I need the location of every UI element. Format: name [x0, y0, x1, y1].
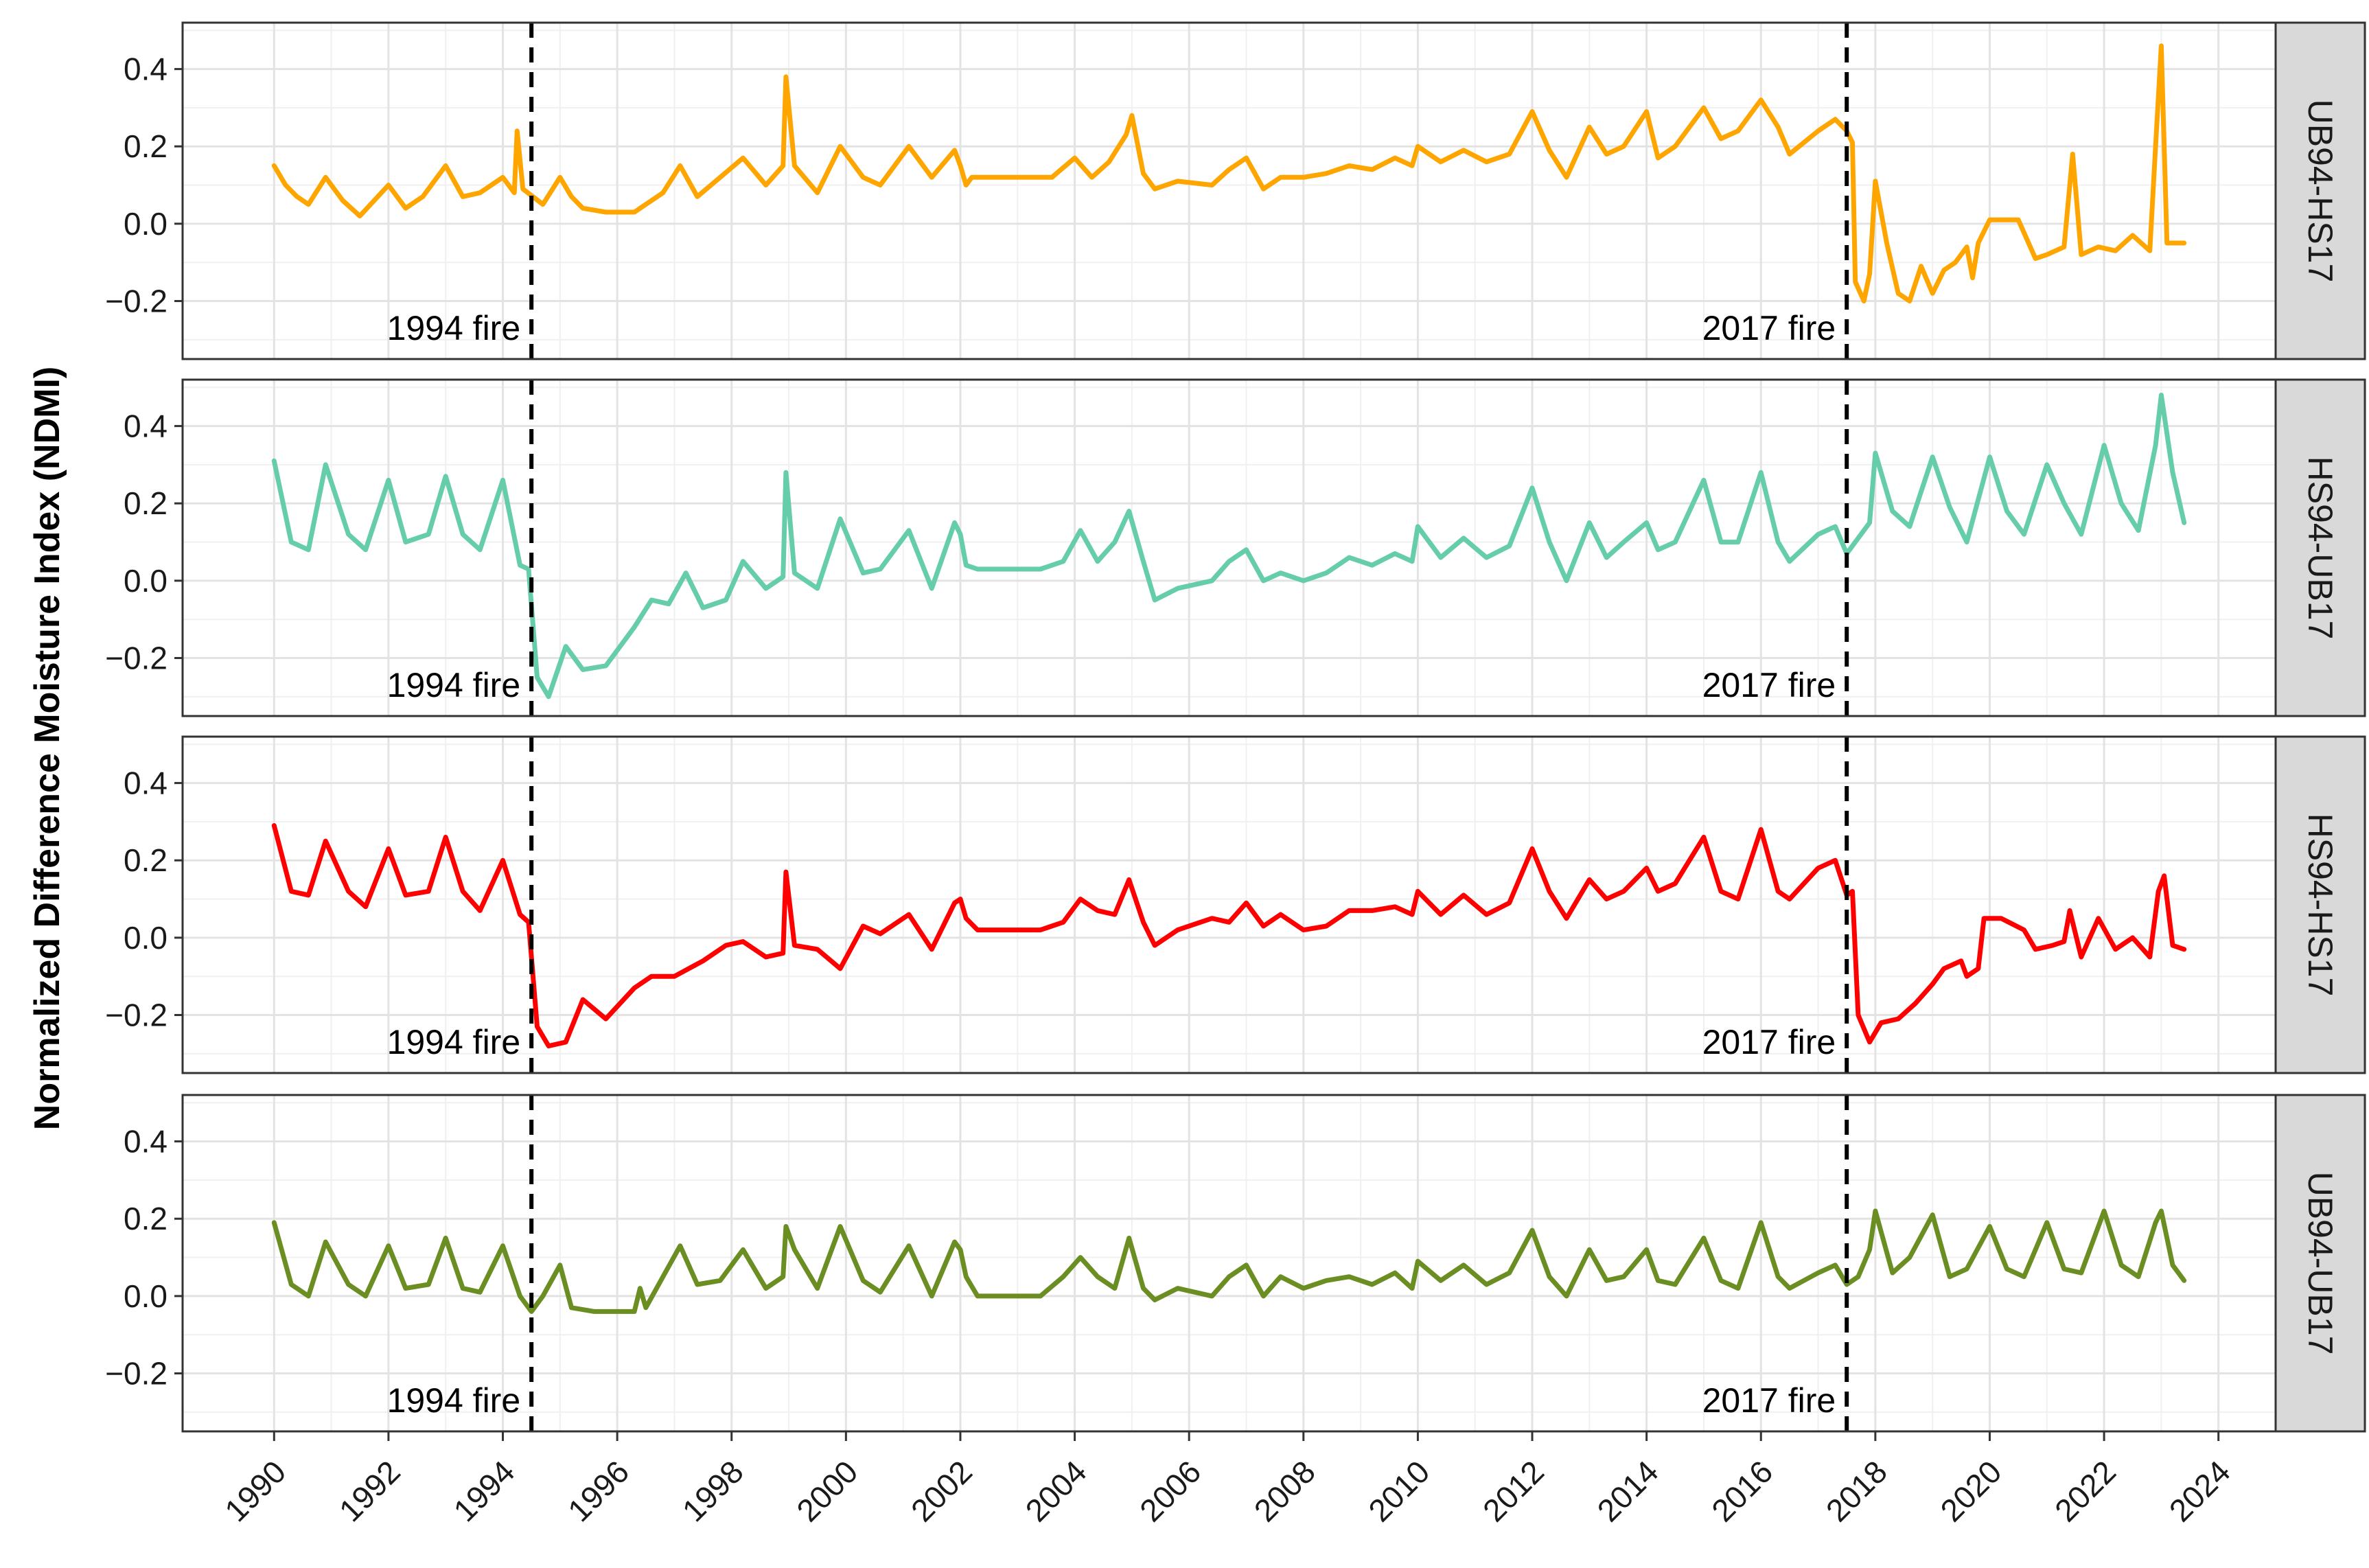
y-tick-label: 0.4 [124, 408, 167, 444]
x-tick-label: 1996 [561, 1453, 636, 1528]
fire-event-label: 2017 fire [1702, 1381, 1836, 1420]
y-tick-label: −0.2 [105, 284, 167, 319]
fire-event-label: 1994 fire [387, 309, 521, 347]
fire-event-label: 1994 fire [387, 1023, 521, 1061]
x-tick-label: 1998 [675, 1453, 750, 1528]
y-tick-label: 0.0 [124, 1278, 167, 1314]
fire-event-label: 2017 fire [1702, 309, 1836, 347]
x-tick-label: 2010 [1361, 1453, 1436, 1528]
x-tick-label: 2022 [2048, 1453, 2123, 1528]
series-line-hs94-hs17 [271, 823, 2187, 1049]
panel-ub94-hs17: −0.2 0.0 0.2 0.4 1994 fire 2017 fire UB94-HS17 [105, 21, 2366, 360]
series-line-ub94-ub17 [271, 1208, 2187, 1314]
fire-event-label: 1994 fire [387, 666, 521, 704]
x-tick-label: 2020 [1933, 1453, 2008, 1528]
y-tick-label: 0.2 [124, 1201, 167, 1236]
x-tick-label: 2008 [1247, 1453, 1322, 1528]
y-tick-label: 0.4 [124, 765, 167, 801]
x-tick-label: 2004 [1019, 1453, 1094, 1528]
facet-strip-label: HS94-UB17 [2301, 457, 2339, 640]
y-axis-label: Normalized Difference Moisture Index (ND… [27, 367, 67, 1130]
facet-strip [2274, 378, 2366, 717]
panel-ub94-ub17: −0.2 0.0 0.2 0.4 1994 fire 2017 fire UB94-UB17 [105, 1094, 2366, 1433]
y-tick-label: 0.4 [124, 51, 167, 87]
panels: −0.2 0.0 0.2 0.4 1994 fire 2017 fire UB94-HS17… [105, 21, 2366, 1433]
y-tick-label: 0.2 [124, 485, 167, 521]
x-tick-label: 2024 [2162, 1453, 2237, 1528]
series-line-ub94-hs17 [271, 43, 2187, 303]
fire-event-label: 2017 fire [1702, 666, 1836, 704]
y-tick-label: 0.0 [124, 206, 167, 242]
x-tick-label: 1990 [218, 1453, 292, 1528]
panel-hs94-hs17: −0.2 0.0 0.2 0.4 1994 fire 2017 fire HS94-HS17 [105, 735, 2366, 1074]
y-tick-label: 0.0 [124, 920, 167, 956]
y-tick-label: 0.2 [124, 842, 167, 878]
x-tick-label: 2014 [1591, 1453, 1665, 1528]
y-tick-label: −0.2 [105, 641, 167, 676]
facet-strip [2274, 21, 2366, 360]
fire-event-label: 1994 fire [387, 1381, 521, 1420]
facet-strip [2274, 1094, 2366, 1433]
panel-hs94-ub17: −0.2 0.0 0.2 0.4 1994 fire 2017 fire HS94-UB17 [105, 378, 2366, 717]
x-tick-label: 1994 [446, 1453, 521, 1528]
facet-strip-label: HS94-HS17 [2301, 814, 2339, 997]
y-tick-label: 0.2 [124, 128, 167, 164]
fire-event-label: 2017 fire [1702, 1023, 1836, 1061]
facet-strip [2274, 735, 2366, 1074]
x-tick-label: 2002 [904, 1453, 979, 1528]
series-line-hs94-ub17 [271, 393, 2187, 700]
y-tick-label: 0.4 [124, 1124, 167, 1160]
x-tick-label: 2012 [1476, 1453, 1551, 1528]
x-tick-label: 2016 [1704, 1453, 1779, 1528]
y-tick-label: −0.2 [105, 1356, 167, 1392]
facet-strip-label: UB94-UB17 [2301, 1172, 2339, 1355]
x-tick-label: 2018 [1819, 1453, 1894, 1528]
x-tick-label: 2000 [789, 1453, 864, 1528]
x-axis: 1990 1992 1994 1996 1998 2000 2002 2004 2006 2008… [218, 1431, 2237, 1528]
y-tick-label: −0.2 [105, 998, 167, 1033]
x-tick-label: 1992 [332, 1453, 407, 1528]
x-tick-label: 2006 [1133, 1453, 1207, 1528]
facet-strip-label: UB94-HS17 [2301, 100, 2339, 283]
y-tick-label: 0.0 [124, 563, 167, 599]
